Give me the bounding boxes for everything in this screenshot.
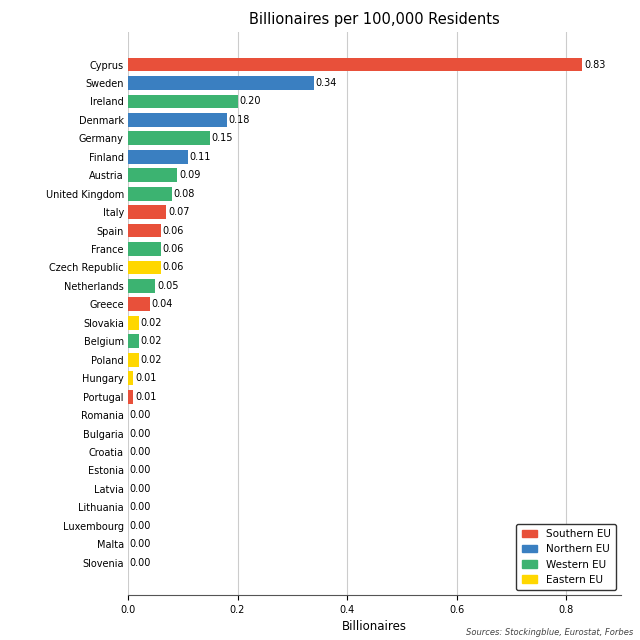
Text: 0.09: 0.09 <box>179 170 200 180</box>
X-axis label: Billionaires: Billionaires <box>342 620 407 634</box>
Bar <box>128 113 227 127</box>
Bar <box>128 95 237 108</box>
Text: 0.01: 0.01 <box>135 392 157 402</box>
Bar <box>128 76 314 90</box>
Text: 0.02: 0.02 <box>141 355 162 365</box>
Text: 0.07: 0.07 <box>168 207 189 217</box>
Text: 0.06: 0.06 <box>163 225 184 236</box>
Text: 0.00: 0.00 <box>130 429 151 438</box>
Text: 0.15: 0.15 <box>212 133 233 143</box>
Text: 0.02: 0.02 <box>141 336 162 346</box>
Bar <box>128 353 139 367</box>
Text: 0.00: 0.00 <box>130 557 151 568</box>
Title: Billionaires per 100,000 Residents: Billionaires per 100,000 Residents <box>249 12 500 27</box>
Text: 0.08: 0.08 <box>173 189 195 198</box>
Text: 0.00: 0.00 <box>130 484 151 494</box>
Bar <box>128 150 188 164</box>
Text: 0.34: 0.34 <box>316 78 337 88</box>
Text: 0.00: 0.00 <box>130 465 151 476</box>
Text: 0.18: 0.18 <box>228 115 250 125</box>
Legend: Southern EU, Northern EU, Western EU, Eastern EU: Southern EU, Northern EU, Western EU, Ea… <box>516 524 616 590</box>
Bar <box>128 223 161 237</box>
Bar <box>128 390 134 404</box>
Text: 0.04: 0.04 <box>152 300 173 309</box>
Text: 0.01: 0.01 <box>135 373 157 383</box>
Text: 0.02: 0.02 <box>141 318 162 328</box>
Bar <box>128 298 150 311</box>
Text: Sources: Stockingblue, Eurostat, Forbes: Sources: Stockingblue, Eurostat, Forbes <box>467 628 634 637</box>
Bar <box>128 316 139 330</box>
Text: 0.20: 0.20 <box>239 97 260 106</box>
Bar <box>128 58 582 72</box>
Text: 0.06: 0.06 <box>163 244 184 254</box>
Bar <box>128 260 161 275</box>
Text: 0.00: 0.00 <box>130 502 151 513</box>
Bar <box>128 131 210 145</box>
Bar <box>128 242 161 256</box>
Text: 0.00: 0.00 <box>130 521 151 531</box>
Bar <box>128 279 156 293</box>
Bar <box>128 187 172 200</box>
Bar <box>128 205 166 219</box>
Text: 0.06: 0.06 <box>163 262 184 273</box>
Text: 0.11: 0.11 <box>190 152 211 162</box>
Text: 0.05: 0.05 <box>157 281 179 291</box>
Bar <box>128 168 177 182</box>
Text: 0.83: 0.83 <box>584 60 605 70</box>
Text: 0.00: 0.00 <box>130 540 151 549</box>
Text: 0.00: 0.00 <box>130 410 151 420</box>
Bar <box>128 371 134 385</box>
Text: 0.00: 0.00 <box>130 447 151 457</box>
Bar <box>128 334 139 348</box>
